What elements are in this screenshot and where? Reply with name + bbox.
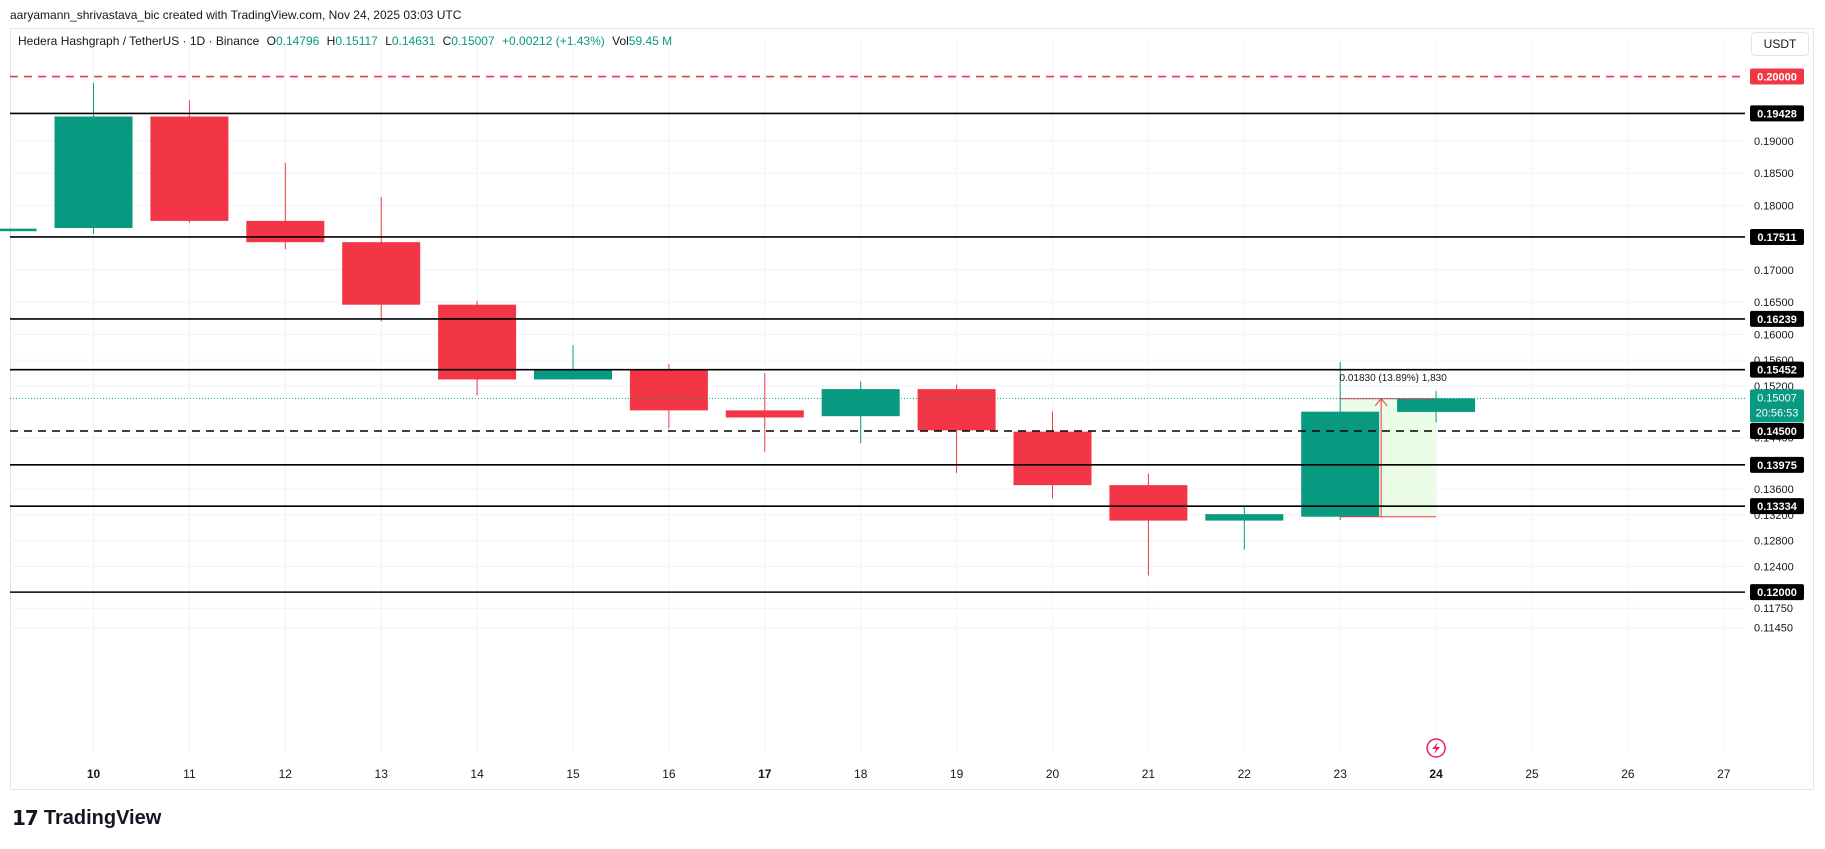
level-price-label: 0.13334 — [1757, 501, 1798, 513]
change-value: +0.00212 (+1.43%) — [502, 34, 605, 48]
level-price-label-bg — [1750, 310, 1804, 327]
level-price-label: 0.20000 — [1757, 72, 1797, 84]
open-label: O — [266, 34, 276, 48]
level-price-label: 0.15452 — [1757, 365, 1797, 377]
volume-label: Vol — [612, 34, 629, 48]
y-axis-tick-label: 0.19000 — [1754, 136, 1794, 148]
y-axis-tick-label: 0.17000 — [1754, 265, 1794, 277]
current-price-label-bg — [1750, 389, 1804, 423]
level-price-label-bg — [1750, 68, 1804, 85]
candle-body[interactable] — [1205, 514, 1284, 521]
level-price-label-bg — [1750, 423, 1804, 440]
candle-body[interactable] — [629, 369, 708, 411]
candle-body[interactable] — [246, 220, 325, 243]
y-axis-tick-label: 0.13600 — [1754, 484, 1794, 496]
y-axis-tick-label: 0.16500 — [1754, 297, 1794, 309]
lightning-bolt-glyph — [1432, 742, 1441, 754]
x-axis-tick-label: 15 — [566, 767, 580, 781]
level-price-label-bg — [1750, 228, 1804, 245]
y-axis-tick-label: 0.11450 — [1754, 623, 1793, 635]
level-price-label-bg — [1750, 498, 1804, 515]
candle-body[interactable] — [54, 116, 133, 228]
level-price-label: 0.17511 — [1757, 232, 1796, 244]
chart-attribution: aaryamann_shrivastava_bic created with T… — [10, 8, 462, 22]
x-axis-tick-label: 21 — [1142, 767, 1156, 781]
x-axis-tick-label: 23 — [1334, 767, 1348, 781]
close-label: C — [442, 34, 452, 48]
y-axis-tick-label: 0.12800 — [1754, 536, 1794, 548]
level-price-label-bg — [1750, 105, 1804, 122]
chart-frame — [10, 28, 1814, 790]
x-axis-tick-label: 14 — [470, 767, 484, 781]
candle-body[interactable] — [917, 389, 996, 431]
candle-body[interactable] — [342, 242, 421, 305]
x-axis-tick-label: 12 — [279, 767, 293, 781]
x-axis-tick-label: 18 — [854, 767, 868, 781]
y-axis-tick-label: 0.16000 — [1754, 329, 1794, 341]
high-value: 0.15117 — [335, 34, 378, 48]
y-axis-tick-label: 0.11750 — [1754, 603, 1793, 615]
candle-body[interactable] — [725, 410, 804, 418]
x-axis-tick-label: 13 — [375, 767, 389, 781]
tradingview-wordmark: TradingView — [43, 806, 162, 829]
candle-body[interactable] — [0, 228, 37, 232]
measure-label: 0.01830 (13.89%) 1,830 — [1339, 373, 1447, 384]
x-axis-tick-label: 16 — [662, 767, 676, 781]
close-value: 0.15007 — [451, 34, 495, 48]
level-price-label: 0.12000 — [1757, 587, 1797, 599]
x-axis-tick-label: 19 — [950, 767, 964, 781]
symbol-title[interactable]: Hedera Hashgraph / TetherUS · 1D · Binan… — [18, 34, 260, 48]
current-price-label: 0.15007 — [1757, 392, 1797, 404]
x-axis-tick-label: 10 — [87, 767, 101, 781]
x-axis-tick-label: 25 — [1525, 767, 1539, 781]
level-price-label: 0.13975 — [1757, 460, 1797, 472]
candle-body[interactable] — [1397, 398, 1476, 412]
x-axis-tick-label: 27 — [1717, 767, 1731, 781]
currency-button[interactable]: USDT — [1751, 32, 1809, 56]
candle-body[interactable] — [1013, 431, 1092, 486]
level-price-label-bg — [1750, 456, 1804, 473]
y-axis-tick-label: 0.18000 — [1754, 200, 1794, 212]
volume-value: 59.45 M — [628, 34, 673, 48]
y-axis-tick-label: 0.18500 — [1754, 168, 1794, 180]
x-axis-tick-label: 20 — [1046, 767, 1060, 781]
x-axis-tick-label: 17 — [758, 767, 772, 781]
low-label: L — [385, 34, 392, 48]
y-axis-tick-label: 0.12400 — [1754, 561, 1794, 573]
x-axis-tick-label: 24 — [1429, 767, 1443, 781]
level-price-label: 0.19428 — [1757, 108, 1797, 120]
bar-countdown-label: 20:56:53 — [1756, 407, 1799, 419]
tradingview-logo[interactable]: 17 TradingView — [12, 806, 161, 830]
x-axis-tick-label: 11 — [183, 767, 196, 781]
symbol-legend: Hedera Hashgraph / TetherUS · 1D · Binan… — [18, 34, 676, 48]
candle-body[interactable] — [821, 389, 900, 417]
candle-body[interactable] — [534, 369, 612, 380]
level-price-label: 0.16239 — [1757, 314, 1797, 326]
level-price-label: 0.14500 — [1757, 426, 1797, 438]
tradingview-mark-icon: 17 — [12, 806, 39, 830]
open-value: 0.14796 — [275, 34, 320, 48]
candle-body[interactable] — [1109, 485, 1188, 521]
high-label: H — [326, 34, 336, 48]
low-value: 0.14631 — [391, 34, 436, 48]
candle-body[interactable] — [438, 304, 517, 380]
level-price-label-bg — [1750, 584, 1804, 601]
candle-body[interactable] — [150, 116, 229, 221]
x-axis-tick-label: 22 — [1238, 767, 1252, 781]
x-axis-tick-label: 26 — [1621, 767, 1635, 781]
level-price-label-bg — [1750, 361, 1804, 378]
